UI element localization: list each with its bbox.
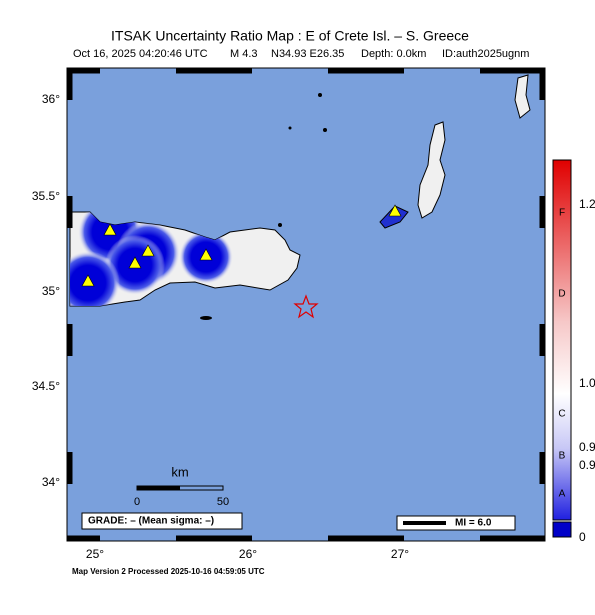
scale-tick: 50 [217, 496, 229, 508]
lat-label: 36° [42, 92, 60, 106]
mi-box [396, 515, 516, 531]
grade-letter: D [558, 289, 565, 300]
lat-label: 34° [42, 475, 60, 489]
frame-ticks [67, 68, 545, 541]
colorbar-label: 0.9 [579, 440, 595, 454]
stations [81, 204, 402, 287]
info-text: ID:auth2025ugnm [442, 48, 529, 60]
info-text: N34.93 E26.35 [271, 48, 344, 60]
scale-bar [136, 485, 224, 491]
colorbar [552, 159, 572, 521]
grade-box [81, 512, 243, 530]
island [514, 74, 531, 119]
grade-letter: F [559, 208, 565, 219]
grade-letter: C [558, 409, 565, 420]
colorbar-label: 0 [579, 530, 586, 544]
lon-label: 25° [86, 547, 104, 561]
lat-label: 35° [42, 284, 60, 298]
grade: GRADE: – (Mean sigma: –) [88, 516, 214, 527]
colorbar-label: 0.9 [579, 458, 595, 472]
islets [200, 93, 327, 320]
scale-unit: km [171, 464, 188, 479]
lat-label: 35.5° [32, 189, 60, 203]
footer: Map Version 2 Processed 2025-10-16 04:59… [72, 567, 265, 576]
lat-label: 34.5° [32, 379, 60, 393]
epicenter [293, 294, 319, 319]
info-text: Depth: 0.0km [361, 48, 426, 60]
colorbar-label: 1.0 [579, 376, 595, 390]
colorbar-zero [552, 521, 572, 538]
info-text: M 4.3 [230, 48, 258, 60]
kasos [379, 205, 409, 229]
grade-letter: A [559, 489, 566, 500]
karpathos [417, 121, 446, 219]
lon-label: 27° [391, 547, 409, 561]
grade-letter: B [559, 451, 566, 462]
mi-label: MI = 6.0 [455, 518, 492, 529]
lon-label: 26° [239, 547, 257, 561]
info-text: Oct 16, 2025 04:20:46 UTC [73, 48, 208, 60]
title: ITSAK Uncertainty Ratio Map : E of Crete… [111, 28, 469, 44]
frame [66, 67, 546, 542]
scale-tick: 0 [134, 496, 140, 508]
colorbar-label: 1.2 [579, 197, 595, 211]
sea [67, 68, 545, 541]
